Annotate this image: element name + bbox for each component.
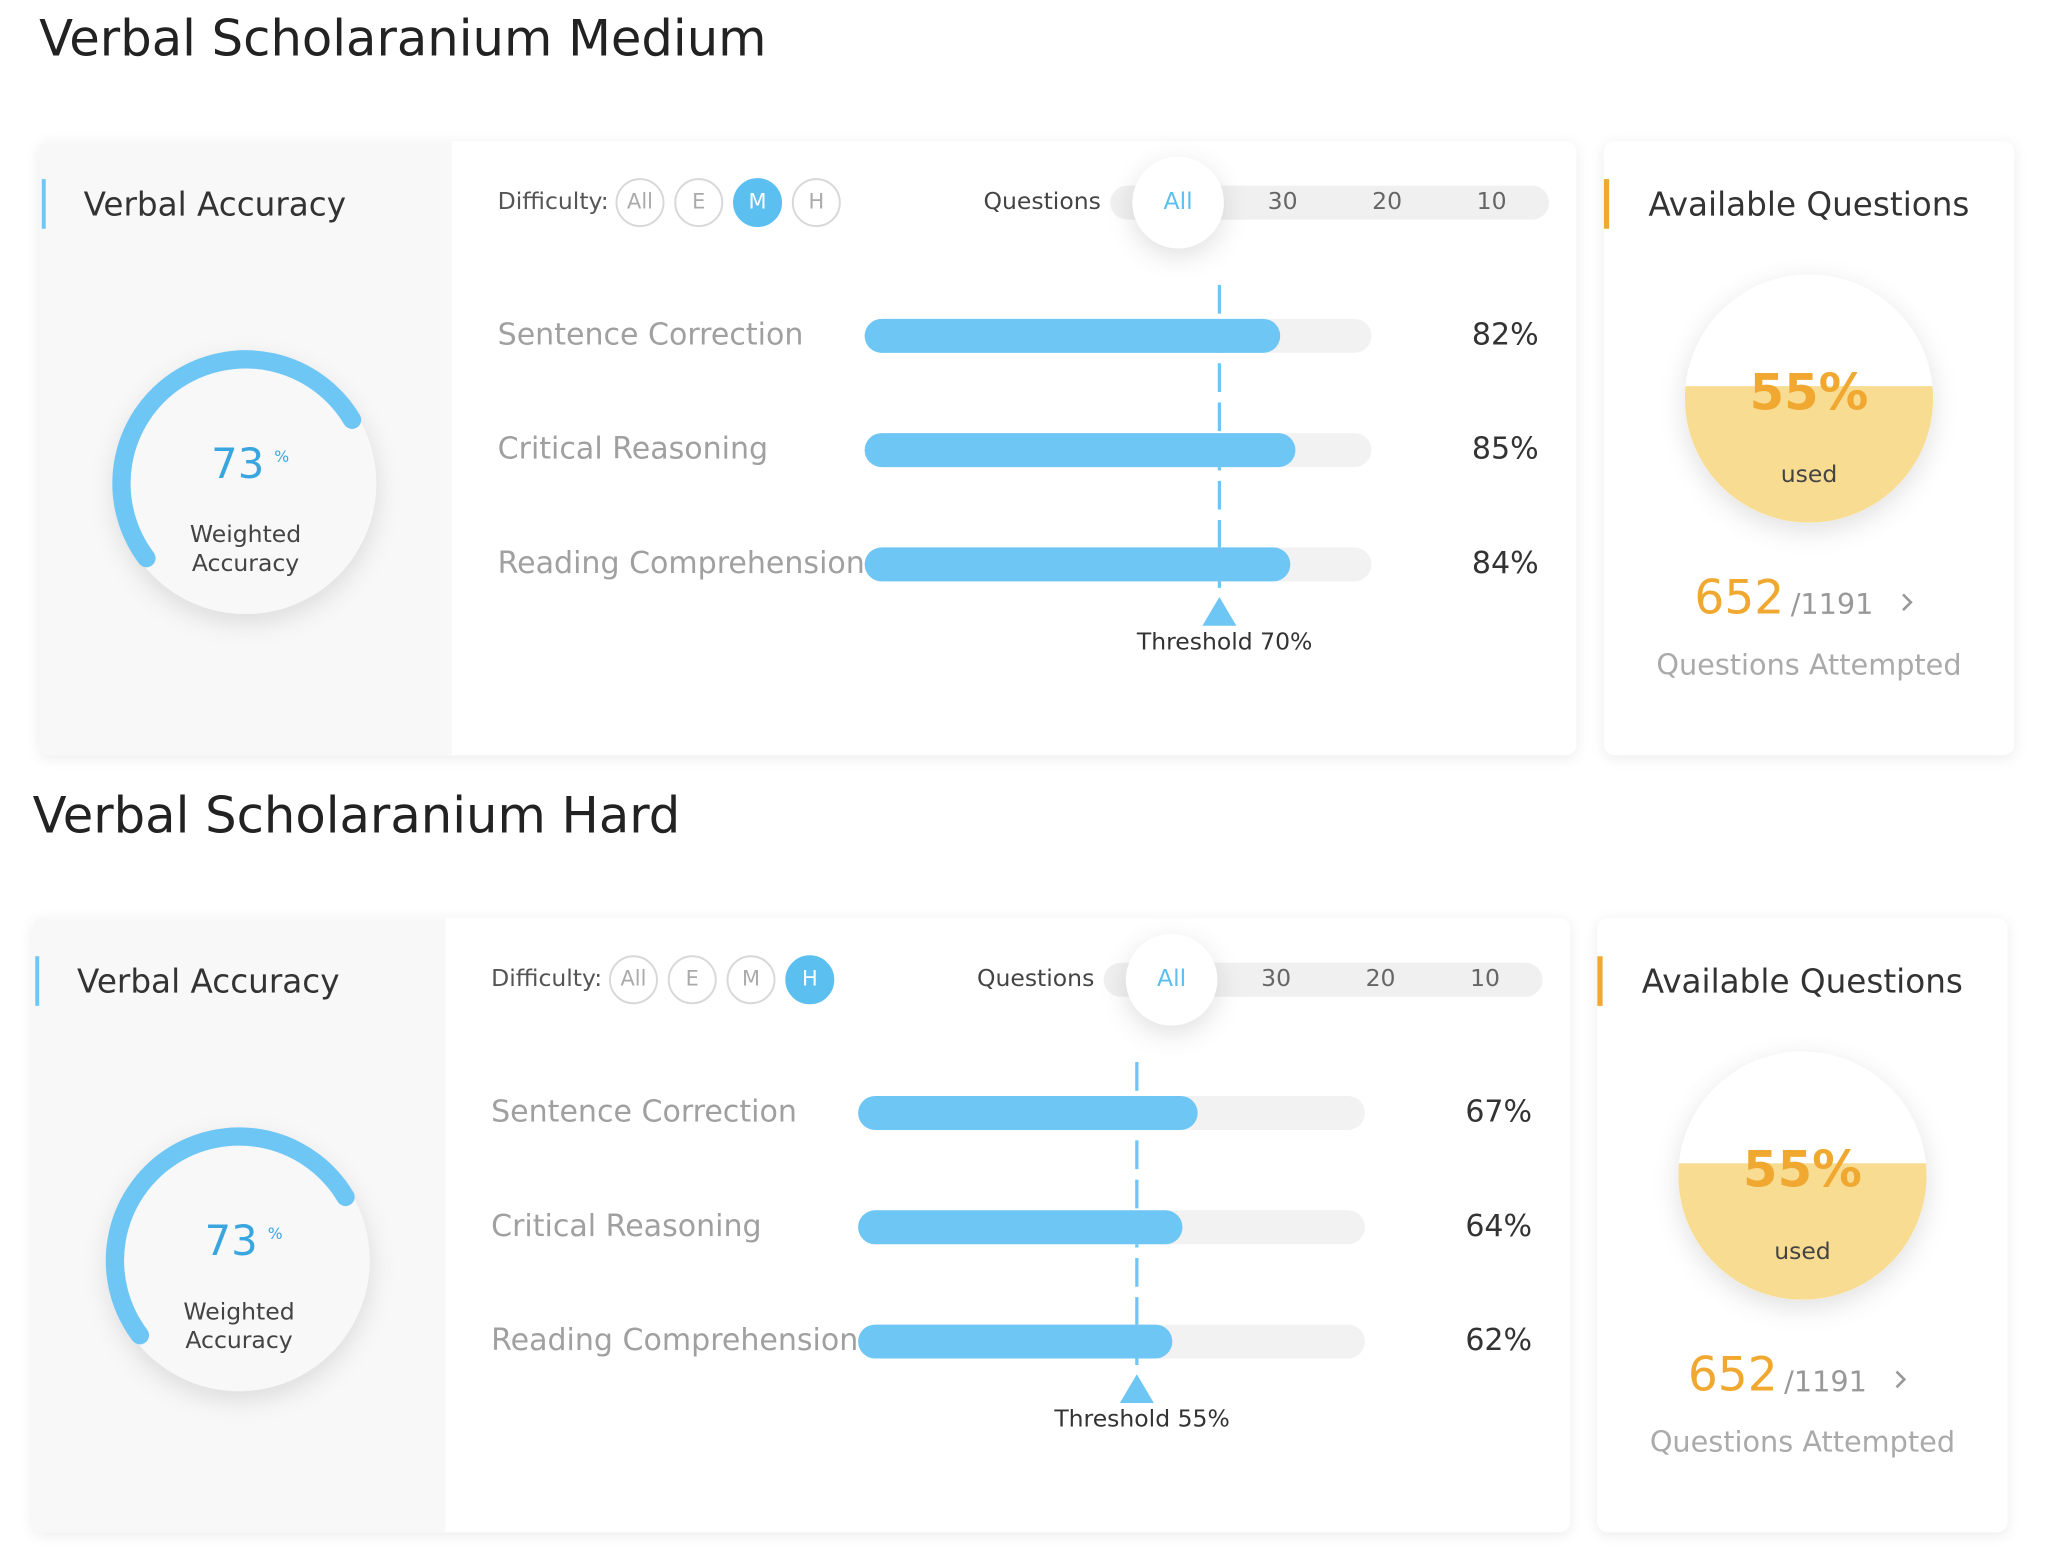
gauge-value: 73 (211, 439, 264, 488)
questions-label: Questions (977, 964, 1094, 992)
section: Verbal Scholaranium Medium Verbal Accurac… (39, 9, 2015, 756)
bar (858, 1324, 1173, 1359)
row-value: 85% (1472, 432, 1539, 467)
row-name: Reading Comprehension (498, 546, 865, 581)
gauge-caption: Weighted (190, 520, 301, 548)
questions-option[interactable]: 10 (1470, 964, 1500, 992)
threshold-marker (1202, 597, 1237, 626)
difficulty-option-label[interactable]: All (621, 967, 647, 991)
gauge-caption: Accuracy (192, 549, 299, 577)
bar (864, 318, 1281, 353)
accent (35, 956, 40, 1006)
threshold-label: Threshold 70% (1136, 627, 1313, 655)
questions-selected-knob (1132, 156, 1224, 249)
attempted-caption: Questions Attempted (1656, 647, 1961, 681)
chevron[interactable] (1895, 1370, 1907, 1389)
row-value: 64% (1465, 1209, 1532, 1244)
difficulty-option-label[interactable]: H (802, 967, 818, 991)
difficulty-option[interactable] (667, 955, 717, 1005)
row-name: Sentence Correction (491, 1094, 797, 1129)
difficulty-option-label[interactable]: E (686, 967, 699, 991)
difficulty-label: Difficulty: (491, 964, 602, 992)
row-value: 67% (1465, 1094, 1532, 1129)
section: Verbal Scholaranium Hard Verbal Accuracy 7… (32, 787, 2008, 1533)
total: /1191 (1791, 587, 1874, 621)
used-value: 55% (1750, 363, 1869, 421)
gauge-unit: % (274, 447, 289, 466)
attempted: 652 (1688, 1348, 1778, 1403)
gauge-caption: Accuracy (185, 1326, 292, 1354)
accent (1597, 956, 1603, 1006)
row-value: 62% (1465, 1323, 1532, 1358)
difficulty-option-label[interactable]: H (808, 190, 824, 214)
card-title: Verbal Accuracy (77, 963, 339, 1001)
row-value: 82% (1472, 317, 1539, 352)
bar (858, 1096, 1198, 1130)
difficulty-option[interactable] (615, 178, 665, 228)
accent (1603, 179, 1610, 229)
bar (858, 1210, 1183, 1245)
difficulty-option[interactable] (733, 178, 783, 228)
questions-option[interactable]: 30 (1268, 187, 1298, 215)
difficulty-option[interactable] (726, 955, 776, 1005)
difficulty-option[interactable] (785, 955, 835, 1005)
used-caption: used (1781, 460, 1838, 488)
gauge-bg (114, 352, 377, 615)
bar (864, 433, 1296, 468)
section-title: Verbal Scholaranium Medium (39, 9, 766, 67)
used-caption: used (1774, 1237, 1831, 1265)
gauge-arc (112, 350, 362, 568)
row-name: Critical Reasoning (498, 432, 768, 467)
questions-option[interactable]: 10 (1477, 187, 1507, 215)
row-name: Reading Comprehension (491, 1323, 858, 1358)
gauge-arc (105, 1127, 355, 1345)
attempted: 652 (1694, 570, 1784, 625)
used-value: 55% (1743, 1141, 1862, 1199)
difficulty-option[interactable] (674, 178, 724, 228)
row-value: 84% (1472, 546, 1539, 581)
difficulty-option-label[interactable]: E (692, 190, 705, 214)
difficulty-option[interactable] (791, 178, 841, 228)
gauge-bg (108, 1129, 370, 1392)
questions-selected-knob (1125, 934, 1218, 1026)
section-title: Verbal Scholaranium Hard (33, 787, 681, 845)
row-name: Critical Reasoning (491, 1209, 761, 1244)
threshold-marker (1119, 1374, 1154, 1403)
card-title: Available Questions (1648, 186, 1969, 224)
difficulty-option[interactable] (608, 955, 658, 1005)
difficulty-option-label[interactable]: M (749, 190, 767, 214)
questions-option[interactable]: 30 (1261, 964, 1291, 992)
card-title: Verbal Accuracy (84, 186, 346, 224)
attempted-caption: Questions Attempted (1650, 1424, 1955, 1458)
threshold-label: Threshold 55% (1053, 1404, 1230, 1432)
row-name: Sentence Correction (498, 317, 804, 352)
difficulty-option-label[interactable]: All (627, 190, 653, 214)
gauge-caption: Weighted (183, 1297, 294, 1325)
bar (864, 547, 1291, 582)
accent (41, 179, 46, 229)
questions-option[interactable]: 20 (1372, 187, 1402, 215)
difficulty-label: Difficulty: (498, 187, 609, 215)
questions-option[interactable]: All (1164, 187, 1193, 215)
gauge-value: 73 (205, 1216, 258, 1265)
questions-option[interactable]: 20 (1366, 964, 1396, 992)
chevron[interactable] (1902, 593, 1913, 612)
card-title: Available Questions (1642, 963, 1963, 1001)
gauge-unit: % (268, 1224, 283, 1243)
questions-option[interactable]: All (1157, 964, 1186, 992)
difficulty-option-label[interactable]: M (742, 967, 760, 991)
total: /1191 (1784, 1364, 1867, 1398)
questions-label: Questions (984, 187, 1101, 215)
